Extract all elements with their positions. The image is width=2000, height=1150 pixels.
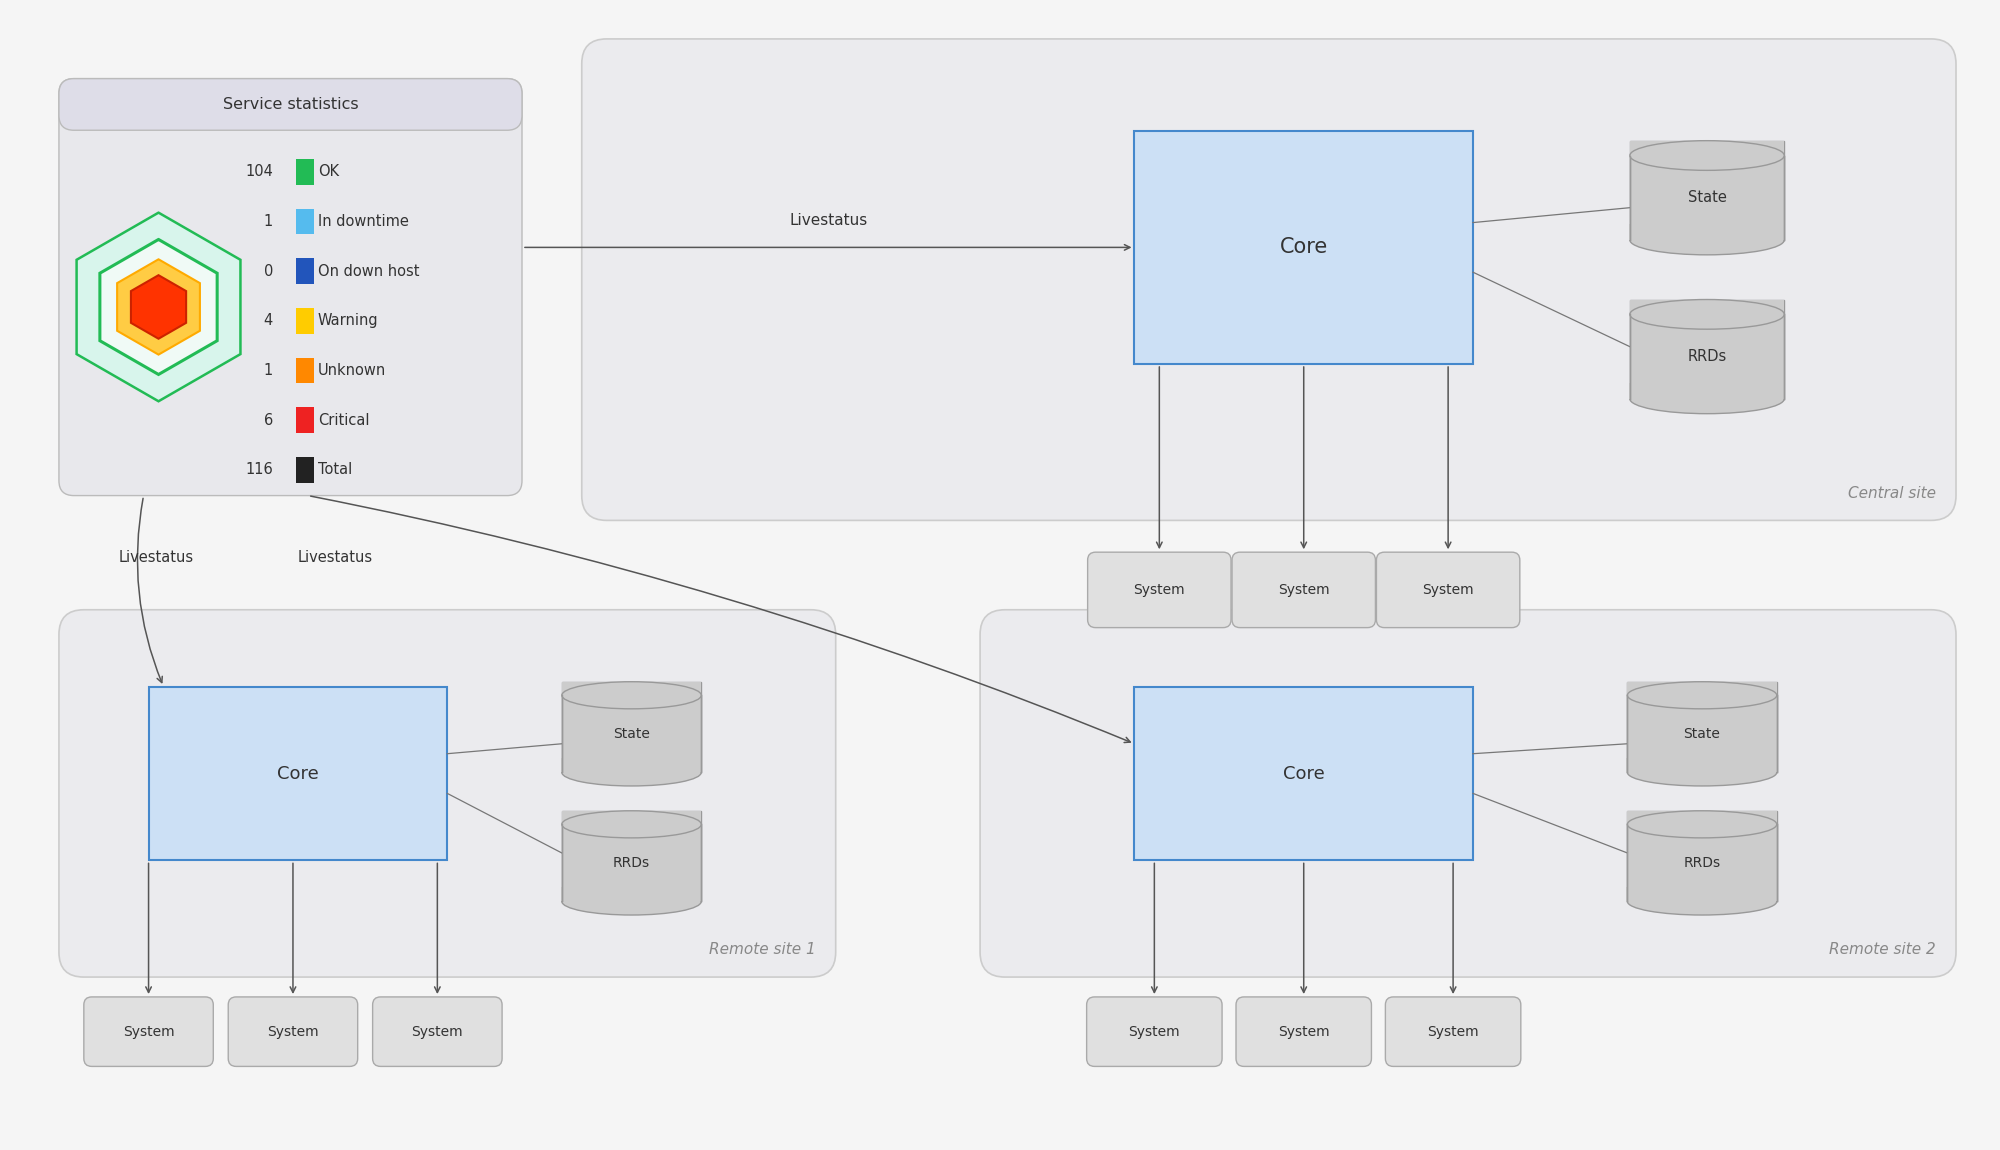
- Bar: [1628, 682, 1776, 773]
- Text: Critical: Critical: [318, 413, 370, 428]
- Text: 0: 0: [264, 263, 274, 278]
- Text: System: System: [1422, 583, 1474, 597]
- Text: Service statistics: Service statistics: [222, 97, 358, 112]
- FancyBboxPatch shape: [228, 997, 358, 1066]
- Bar: [1134, 131, 1474, 365]
- Ellipse shape: [562, 888, 702, 915]
- Text: State: State: [614, 727, 650, 741]
- Text: Remote site 2: Remote site 2: [1830, 942, 1936, 957]
- Bar: [1630, 299, 1784, 399]
- Bar: [148, 687, 448, 860]
- Bar: [296, 358, 314, 383]
- FancyBboxPatch shape: [58, 78, 522, 130]
- Bar: [296, 208, 314, 235]
- Bar: [562, 682, 702, 773]
- Text: Livestatus: Livestatus: [298, 550, 374, 565]
- Bar: [1134, 687, 1474, 860]
- Bar: [562, 811, 702, 902]
- Text: Remote site 1: Remote site 1: [710, 942, 816, 957]
- Text: Core: Core: [1282, 765, 1324, 782]
- Text: System: System: [1278, 583, 1330, 597]
- Text: System: System: [1128, 1025, 1180, 1038]
- Bar: [296, 308, 314, 334]
- FancyBboxPatch shape: [1236, 997, 1372, 1066]
- Bar: [1630, 140, 1784, 240]
- Ellipse shape: [562, 682, 702, 708]
- FancyBboxPatch shape: [1386, 997, 1520, 1066]
- Bar: [560, 758, 702, 773]
- Text: RRDs: RRDs: [1684, 856, 1720, 869]
- Polygon shape: [76, 213, 240, 401]
- Bar: [560, 887, 702, 902]
- Text: 6: 6: [264, 413, 274, 428]
- Bar: [1628, 383, 1786, 399]
- Text: State: State: [1688, 190, 1726, 205]
- Ellipse shape: [1628, 888, 1776, 915]
- FancyBboxPatch shape: [1086, 997, 1222, 1066]
- Ellipse shape: [1630, 384, 1784, 414]
- Text: System: System: [412, 1025, 464, 1038]
- FancyBboxPatch shape: [1232, 552, 1376, 628]
- Bar: [1630, 140, 1784, 240]
- Ellipse shape: [1628, 811, 1776, 838]
- Text: System: System: [122, 1025, 174, 1038]
- Text: 116: 116: [246, 462, 274, 477]
- FancyBboxPatch shape: [980, 610, 1956, 978]
- Text: 4: 4: [264, 313, 274, 329]
- FancyBboxPatch shape: [84, 997, 214, 1066]
- Text: System: System: [1134, 583, 1186, 597]
- Text: System: System: [268, 1025, 318, 1038]
- Text: Total: Total: [318, 462, 352, 477]
- Text: System: System: [1278, 1025, 1330, 1038]
- Polygon shape: [130, 275, 186, 339]
- FancyBboxPatch shape: [372, 997, 502, 1066]
- Bar: [1628, 811, 1776, 902]
- Text: System: System: [1428, 1025, 1478, 1038]
- Text: Unknown: Unknown: [318, 363, 386, 378]
- FancyBboxPatch shape: [582, 39, 1956, 521]
- Bar: [1628, 811, 1776, 902]
- Text: Livestatus: Livestatus: [118, 550, 194, 565]
- Ellipse shape: [1628, 759, 1776, 785]
- Text: 1: 1: [264, 363, 274, 378]
- FancyBboxPatch shape: [1088, 552, 1232, 628]
- Bar: [1628, 682, 1776, 773]
- Bar: [562, 682, 702, 773]
- Ellipse shape: [1630, 225, 1784, 255]
- Text: On down host: On down host: [318, 263, 420, 278]
- Polygon shape: [100, 239, 218, 375]
- FancyBboxPatch shape: [1376, 552, 1520, 628]
- Ellipse shape: [1630, 299, 1784, 329]
- Text: OK: OK: [318, 164, 338, 179]
- Bar: [296, 159, 314, 185]
- Bar: [296, 259, 314, 284]
- Text: Livestatus: Livestatus: [790, 213, 868, 228]
- FancyBboxPatch shape: [58, 610, 836, 978]
- Text: State: State: [1684, 727, 1720, 741]
- Bar: [296, 457, 314, 483]
- Ellipse shape: [1628, 682, 1776, 708]
- Bar: [1628, 224, 1786, 240]
- Bar: [1626, 887, 1778, 902]
- Ellipse shape: [1630, 140, 1784, 170]
- Text: Core: Core: [1280, 237, 1328, 258]
- Text: Core: Core: [278, 765, 318, 782]
- Bar: [1626, 758, 1778, 773]
- Bar: [562, 811, 702, 902]
- Bar: [1630, 299, 1784, 399]
- Text: Warning: Warning: [318, 313, 378, 329]
- FancyBboxPatch shape: [58, 78, 522, 496]
- Text: 1: 1: [264, 214, 274, 229]
- Text: RRDs: RRDs: [612, 856, 650, 869]
- Text: Central site: Central site: [1848, 485, 1936, 500]
- Text: In downtime: In downtime: [318, 214, 408, 229]
- Ellipse shape: [562, 811, 702, 838]
- Bar: [296, 407, 314, 434]
- Ellipse shape: [562, 759, 702, 785]
- Polygon shape: [118, 259, 200, 354]
- Text: 104: 104: [246, 164, 274, 179]
- Text: RRDs: RRDs: [1688, 350, 1726, 365]
